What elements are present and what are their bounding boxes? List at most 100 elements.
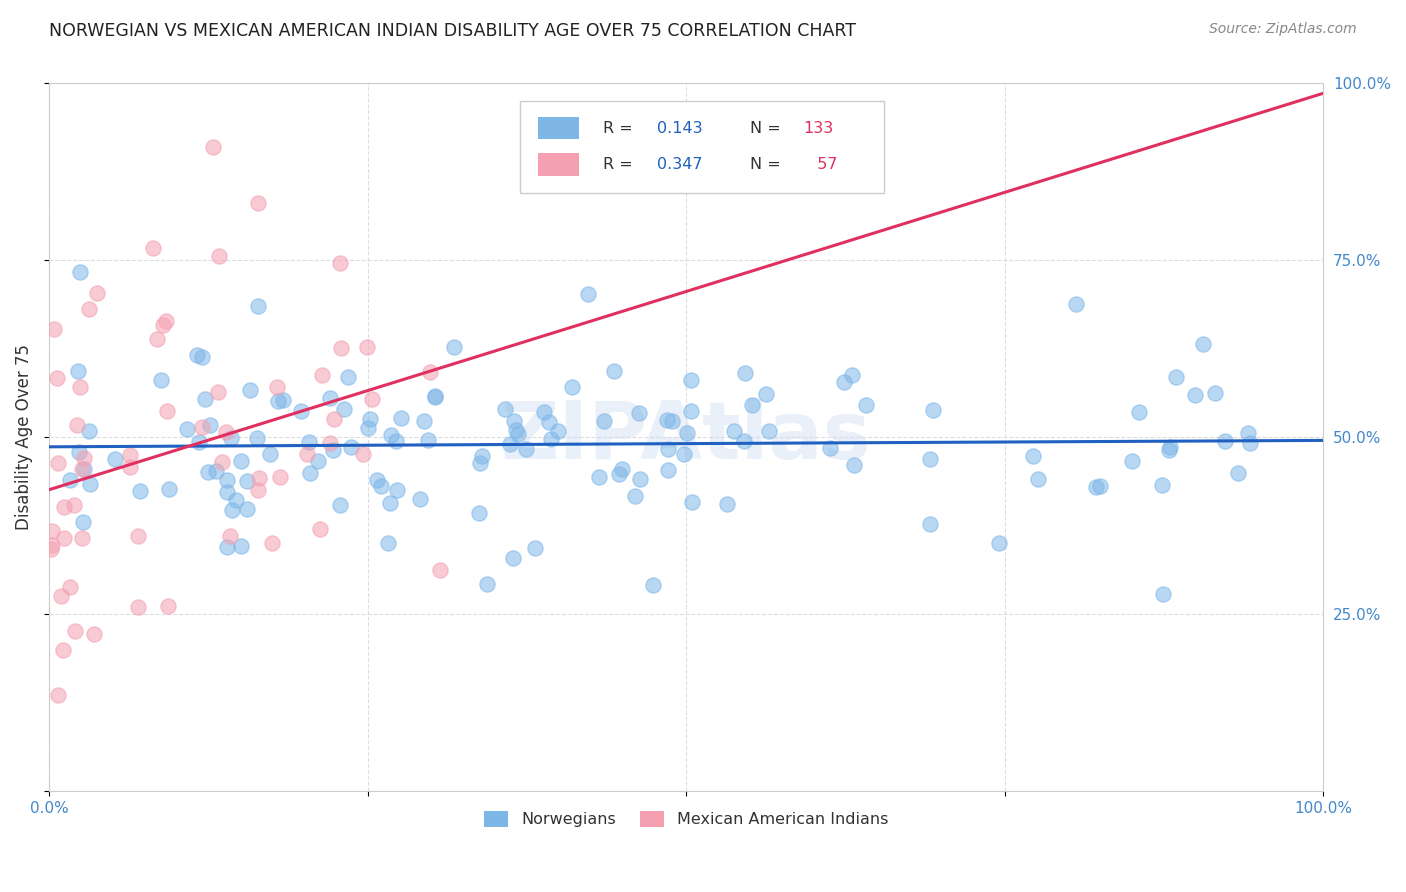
Text: 133: 133 xyxy=(803,120,834,136)
Point xyxy=(267,394,290,409)
Point xyxy=(219,529,242,543)
Point xyxy=(425,390,447,404)
Point xyxy=(412,414,434,428)
Point xyxy=(69,265,91,279)
Point xyxy=(319,435,342,450)
Text: NORWEGIAN VS MEXICAN AMERICAN INDIAN DISABILITY AGE OVER 75 CORRELATION CHART: NORWEGIAN VS MEXICAN AMERICAN INDIAN DIS… xyxy=(49,22,856,40)
Point xyxy=(357,421,380,435)
Point xyxy=(723,425,745,439)
Point xyxy=(1159,443,1181,458)
Point xyxy=(1239,435,1261,450)
Point xyxy=(266,380,288,394)
Text: 0.347: 0.347 xyxy=(657,157,703,172)
Point xyxy=(156,404,179,418)
Point xyxy=(145,332,167,346)
Point xyxy=(657,463,679,477)
Point xyxy=(655,413,678,427)
Point xyxy=(120,459,142,474)
Point xyxy=(70,531,93,545)
Point xyxy=(298,434,321,449)
Point xyxy=(67,364,90,378)
Point xyxy=(205,464,228,478)
Point xyxy=(221,503,243,517)
Point xyxy=(1152,478,1174,492)
Point xyxy=(627,406,650,420)
Point xyxy=(1026,472,1049,486)
Point xyxy=(41,538,63,552)
Text: ZIPAtlas: ZIPAtlas xyxy=(501,398,872,476)
Point xyxy=(63,498,86,512)
Point xyxy=(1066,297,1088,311)
Point xyxy=(758,424,780,438)
Point xyxy=(44,322,66,336)
Point xyxy=(39,542,62,557)
Point xyxy=(624,489,647,503)
Point xyxy=(832,376,855,390)
Point xyxy=(197,466,219,480)
Point xyxy=(734,366,756,380)
Point xyxy=(225,493,247,508)
Y-axis label: Disability Age Over 75: Disability Age Over 75 xyxy=(15,344,32,530)
Point xyxy=(657,442,679,456)
Point xyxy=(603,364,626,378)
Point xyxy=(215,473,238,487)
Point xyxy=(506,426,529,441)
Text: R =: R = xyxy=(603,157,638,172)
Point xyxy=(494,402,516,417)
Point xyxy=(547,425,569,439)
Point xyxy=(681,495,703,509)
Point xyxy=(176,421,198,435)
Point xyxy=(561,380,583,394)
Point xyxy=(311,368,333,383)
Point xyxy=(1121,454,1143,468)
Point xyxy=(1088,479,1111,493)
Text: 0.143: 0.143 xyxy=(657,120,703,136)
Point xyxy=(156,599,179,613)
Point xyxy=(271,392,294,407)
Text: N =: N = xyxy=(749,120,786,136)
Point xyxy=(673,447,696,461)
Point xyxy=(356,341,378,355)
Point xyxy=(988,536,1011,550)
Point xyxy=(733,434,755,449)
Point xyxy=(217,485,239,500)
Point xyxy=(820,441,842,455)
Point xyxy=(716,497,738,511)
Point xyxy=(502,550,524,565)
Point xyxy=(188,434,211,449)
FancyBboxPatch shape xyxy=(538,117,579,139)
Point xyxy=(120,448,142,462)
Point xyxy=(129,484,152,499)
Point xyxy=(155,313,177,327)
Point xyxy=(1160,441,1182,455)
Point xyxy=(425,389,447,403)
Point xyxy=(540,432,562,446)
Point xyxy=(247,483,270,498)
Point xyxy=(505,423,527,437)
Point xyxy=(593,414,616,428)
Point xyxy=(208,249,231,263)
Point xyxy=(52,500,75,514)
Point xyxy=(157,482,180,496)
Point xyxy=(533,405,555,419)
Point xyxy=(236,474,259,488)
Point xyxy=(49,589,72,603)
Point xyxy=(290,404,312,418)
FancyBboxPatch shape xyxy=(520,101,883,193)
Legend: Norwegians, Mexican American Indians: Norwegians, Mexican American Indians xyxy=(478,805,894,834)
Point xyxy=(299,466,322,480)
Point xyxy=(149,373,172,387)
Point xyxy=(470,456,492,470)
Point xyxy=(537,416,560,430)
Point xyxy=(308,522,330,536)
Point xyxy=(855,398,877,412)
Point xyxy=(468,506,491,520)
Point xyxy=(45,371,67,385)
Point xyxy=(246,195,269,210)
Point xyxy=(1085,480,1108,494)
Point xyxy=(59,473,82,487)
Point xyxy=(385,434,408,449)
Point xyxy=(576,286,599,301)
Point xyxy=(231,454,253,468)
Point xyxy=(385,483,408,497)
